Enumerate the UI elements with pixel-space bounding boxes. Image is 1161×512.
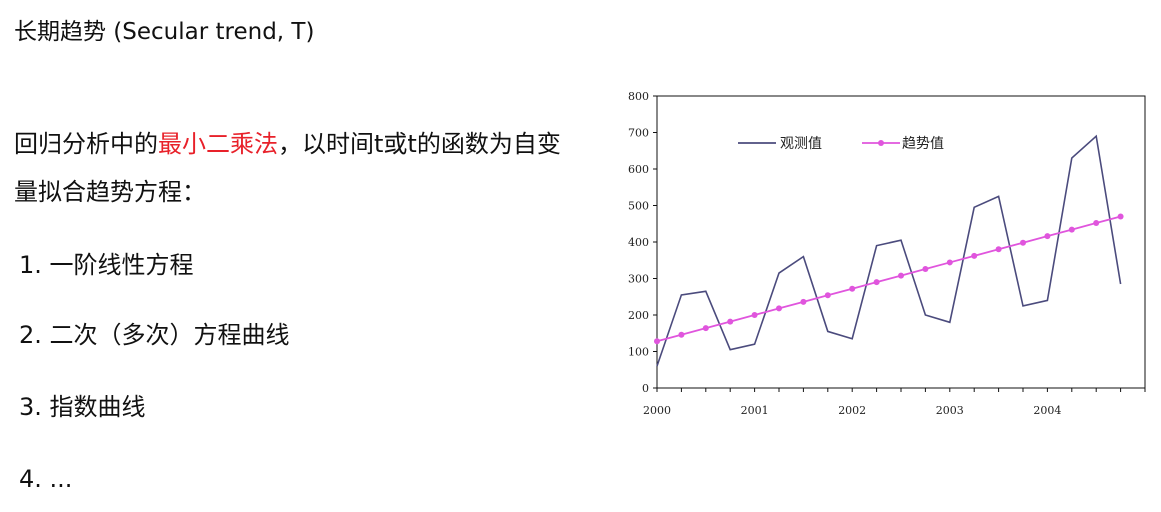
x-tick-label: 2001 [741, 404, 769, 417]
y-tick-label: 500 [628, 200, 649, 213]
trend-series-line [656, 215, 1121, 343]
legend-trend-marker [878, 140, 884, 146]
least-squares-highlight: 最小二乘法 [158, 130, 278, 158]
intro-text-start: 回归分析中的 [14, 130, 158, 158]
y-tick-label: 300 [628, 273, 649, 286]
list-text: 指数曲线 [49, 393, 146, 421]
legend-observed-label: 观测值 [780, 136, 822, 152]
trend-point [727, 318, 734, 325]
trend-point [751, 312, 758, 318]
y-tick-label: 0 [642, 382, 649, 395]
chart-svg: 0 100 200 300 400 500 600 700 800 2000 2001 2002 200… [628, 90, 1146, 417]
list-number: 1. [19, 251, 42, 279]
trend-chart: 0 100 200 300 400 500 600 700 800 2000 2001 2002 200… [600, 80, 1161, 430]
trend-point [678, 331, 685, 338]
list-number: 2. [19, 321, 42, 349]
observed-series-line [656, 134, 1122, 367]
trend-point [946, 259, 953, 266]
trend-point [702, 325, 709, 332]
y-tick-label: 700 [628, 127, 649, 140]
trend-point [971, 252, 978, 259]
x-tick-label: 2002 [838, 404, 866, 417]
trend-point [1093, 220, 1100, 227]
list-item: 3. 指数曲线 [19, 390, 146, 424]
list-item: 4. ... [19, 462, 72, 496]
trend-point [654, 338, 660, 345]
y-tick-label: 800 [628, 90, 649, 103]
trend-point [922, 266, 929, 273]
list-item: 1. 一阶线性方程 [19, 248, 194, 282]
list-number: 4. [19, 465, 42, 493]
trend-point [1020, 239, 1026, 246]
list-item: 2. 二次（多次）方程曲线 [19, 318, 290, 352]
trend-point [776, 305, 782, 312]
trend-point [800, 298, 807, 305]
list-text: ... [49, 465, 73, 493]
slide-title: 长期趋势 (Secular trend, T) [14, 19, 315, 45]
trend-point [1117, 213, 1124, 220]
legend-trend-label: 趋势值 [902, 136, 944, 152]
trend-point [1068, 226, 1075, 233]
trend-point [824, 292, 831, 299]
intro-text-end: ，以时间t或t的函数为自变量拟合趋势方程： [14, 130, 561, 206]
trend-point [898, 272, 904, 279]
y-tick-label: 400 [628, 236, 649, 249]
y-tick-label: 600 [628, 163, 649, 176]
list-number: 3. [19, 393, 42, 421]
trend-point [849, 285, 856, 292]
list-text: 二次（多次）方程曲线 [49, 321, 290, 349]
x-tick-label: 2003 [936, 404, 964, 417]
y-tick-label: 100 [628, 346, 649, 359]
x-tick-label: 2000 [643, 404, 671, 417]
trend-point [873, 279, 880, 286]
x-tick-label: 2004 [1033, 404, 1061, 417]
list-text: 一阶线性方程 [49, 251, 194, 279]
intro-paragraph: 回归分析中的最小二乘法，以时间t或t的函数为自变量拟合趋势方程： [14, 120, 574, 216]
y-tick-label: 200 [628, 309, 649, 322]
trend-point [1044, 233, 1051, 240]
trend-point [995, 246, 1002, 253]
